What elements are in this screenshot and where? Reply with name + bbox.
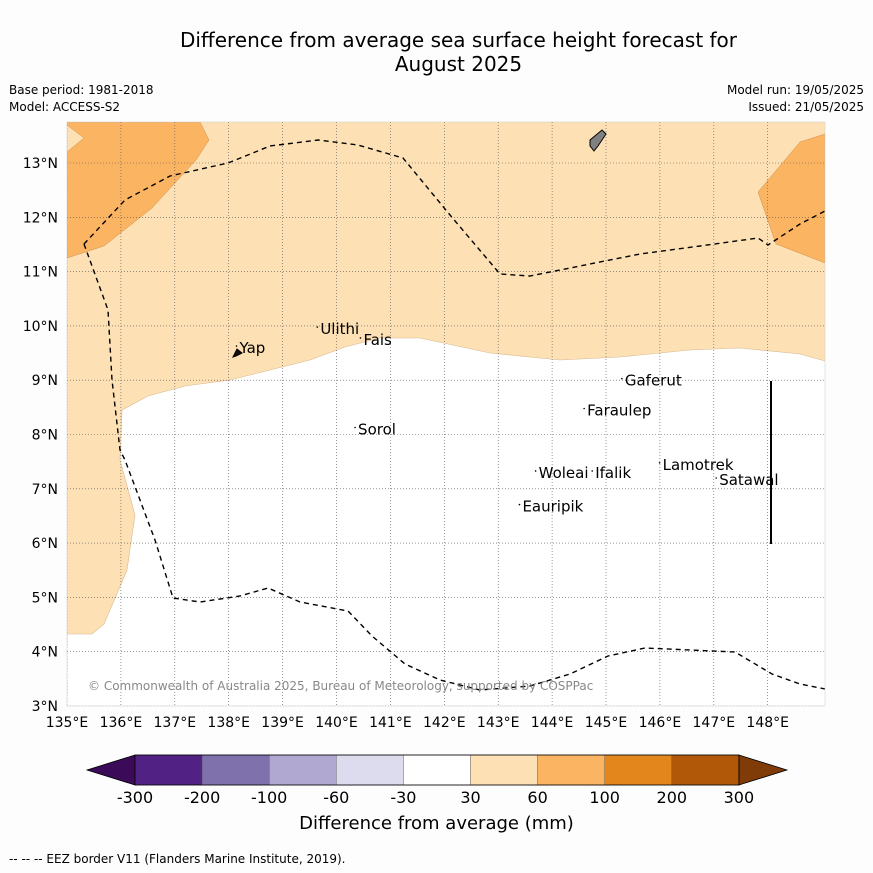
lon-tick-label: 145°E [585,715,628,731]
lon-tick-label: 140°E [315,715,358,731]
model-run: Model run: 19/05/2025 [726,83,864,97]
colorbar-tick-label: -100 [251,788,288,807]
lon-tick-label: 141°E [369,715,412,731]
lat-tick-label: 11°N [23,265,58,281]
anomaly-60-100-region-east [757,133,825,264]
island-marker [534,470,537,472]
lat-tick-label: 7°N [32,482,58,498]
place-label: Faraulep [587,401,651,419]
colorbar-tick-label: -30 [390,788,417,807]
island-marker [354,426,356,429]
island-marker [658,461,661,464]
eez-border-yap-guam [83,139,825,277]
colorbar-bin [470,754,538,786]
colorbar [85,754,789,786]
island-marker [591,470,594,472]
colorbar-bin [403,754,471,786]
colorbar-tick-label: -200 [183,788,221,807]
lat-tick-label: 4°N [32,645,58,661]
colorbar-bin [537,754,605,786]
colorbar-bin [134,754,203,786]
colorbar-tick-label: 60 [527,788,548,807]
lon-tick-label: 146°E [639,715,682,731]
place-label: Lamotrek [663,456,734,474]
lon-tick-label: 137°E [154,715,197,731]
island-marker [235,345,238,347]
colorbar-bin [336,754,404,786]
lon-tick-label: 143°E [477,715,520,731]
gridlines [67,122,825,706]
colorbar-tick-label: -60 [323,788,350,807]
colorbar-tick-label: -300 [116,788,154,807]
colorbar-tick-label: 300 [723,788,755,807]
lat-tick-label: 10°N [23,319,58,335]
lat-tick-label: 3°N [32,699,58,715]
lat-tick-label: 6°N [32,536,58,552]
island-marker [316,326,319,328]
lat-tick-label: 9°N [32,373,58,389]
island-marker [621,377,623,380]
island-marker [715,477,717,479]
lon-tick-label: 147°E [693,715,736,731]
colorbar-bin [201,754,270,786]
footnote: -- -- -- EEZ border V11 (Flanders Marine… [9,852,346,866]
place-label: Ulithi [320,320,359,338]
issued-date: Issued: 21/05/2025 [748,100,864,114]
colorbar-extend-high [738,754,789,786]
island-marker [583,407,585,410]
colorbar-extend-low [85,754,136,786]
colorbar-title: Difference from average (mm) [299,813,574,834]
map-frame [66,121,826,707]
lon-tick-label: 136°E [100,715,143,731]
place-label: Fais [363,331,392,349]
copyright-text: © Commonwealth of Australia 2025, Bureau… [88,679,593,693]
place-label: Yap [238,339,265,357]
colorbar-tick-label: 30 [460,788,481,807]
lat-tick-label: 13°N [23,156,58,172]
colorbar-bin [269,754,337,786]
colorbar-bin [671,754,740,786]
chart-title: Difference from average sea surface heig… [0,28,873,76]
lon-tick-label: 144°E [531,715,574,731]
longitude-tick-labels: 135°E 136°E 137°E 138°E 139°E 140°E 141°E 142°E… [46,715,789,731]
latitude-tick-labels: 3°N 4°N 5°N 6°N 7°N 8°N 9°N 10°N 11°N 12°N 13°N [23,156,58,715]
anomaly-30-60-region [67,122,825,634]
place-label: Eauripik [522,498,583,516]
meta-right: Model run: 19/05/2025 Issued: 21/05/2025 [727,82,864,116]
lon-tick-label: 135°E [46,715,89,731]
model-name: Model: ACCESS-S2 [9,100,121,114]
lat-tick-label: 8°N [32,428,58,444]
place-label: Woleai [539,464,589,482]
island-marker [518,503,521,506]
base-period: Base period: 1981-2018 [9,83,154,97]
colorbar-tick-label: 200 [656,788,688,807]
place-label: Gaferut [625,372,682,390]
colorbar-bin [604,754,673,786]
title-line-2: August 2025 [394,52,523,76]
meta-left: Base period: 1981-2018 Model: ACCESS-S2 [9,82,154,116]
colorbar-frame [134,754,740,786]
guam-island [589,129,607,152]
lat-tick-label: 5°N [32,590,58,606]
lon-tick-label: 148°E [746,715,789,731]
title-line-1: Difference from average sea surface heig… [179,28,738,52]
lon-tick-label: 139°E [261,715,304,731]
lon-tick-label: 142°E [423,715,466,731]
lat-tick-label: 12°N [23,210,58,226]
colorbar-tick-label: 100 [589,788,620,807]
place-label: Satawal [719,471,778,489]
place-label: Sorol [358,421,396,439]
island-marker [359,337,362,339]
place-label: Ifalik [595,464,631,482]
yap-island [232,348,243,358]
lon-tick-label: 138°E [207,715,250,731]
anomaly-30-contour [67,337,825,635]
